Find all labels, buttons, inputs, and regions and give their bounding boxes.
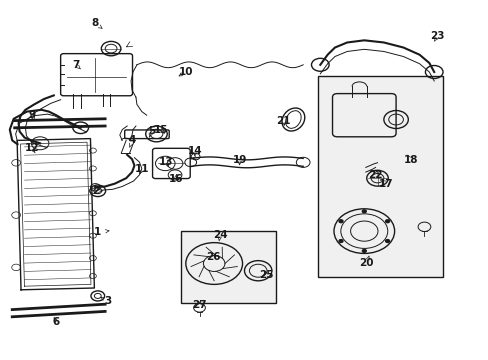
Text: 6: 6 xyxy=(53,317,60,327)
Text: 5: 5 xyxy=(148,126,155,136)
Text: 12: 12 xyxy=(24,143,39,153)
Text: 11: 11 xyxy=(134,164,149,174)
Text: 22: 22 xyxy=(367,170,382,180)
Circle shape xyxy=(385,240,389,243)
Bar xyxy=(317,76,442,277)
Text: 9: 9 xyxy=(28,110,35,120)
Circle shape xyxy=(338,240,342,243)
Text: 26: 26 xyxy=(206,252,221,262)
Text: 18: 18 xyxy=(403,155,417,165)
Text: 2: 2 xyxy=(92,186,99,196)
Text: 7: 7 xyxy=(72,60,80,70)
Text: 10: 10 xyxy=(178,67,193,77)
Text: 20: 20 xyxy=(359,258,373,268)
Circle shape xyxy=(338,220,342,222)
Circle shape xyxy=(362,249,366,252)
Text: 4: 4 xyxy=(128,135,136,145)
Text: 16: 16 xyxy=(168,174,183,184)
Circle shape xyxy=(385,220,389,222)
Text: 25: 25 xyxy=(259,270,273,280)
Bar xyxy=(181,231,276,303)
Text: 17: 17 xyxy=(378,179,393,189)
Text: 19: 19 xyxy=(232,155,246,165)
Text: 8: 8 xyxy=(92,18,99,28)
Text: 27: 27 xyxy=(192,300,206,310)
Text: 14: 14 xyxy=(188,146,203,156)
Text: 15: 15 xyxy=(154,125,168,135)
Text: 3: 3 xyxy=(104,296,111,306)
Text: 13: 13 xyxy=(159,157,173,167)
Text: 23: 23 xyxy=(429,31,444,41)
Text: 21: 21 xyxy=(276,116,290,126)
Text: 1: 1 xyxy=(94,227,101,237)
Circle shape xyxy=(362,210,366,213)
Text: 24: 24 xyxy=(212,230,227,240)
